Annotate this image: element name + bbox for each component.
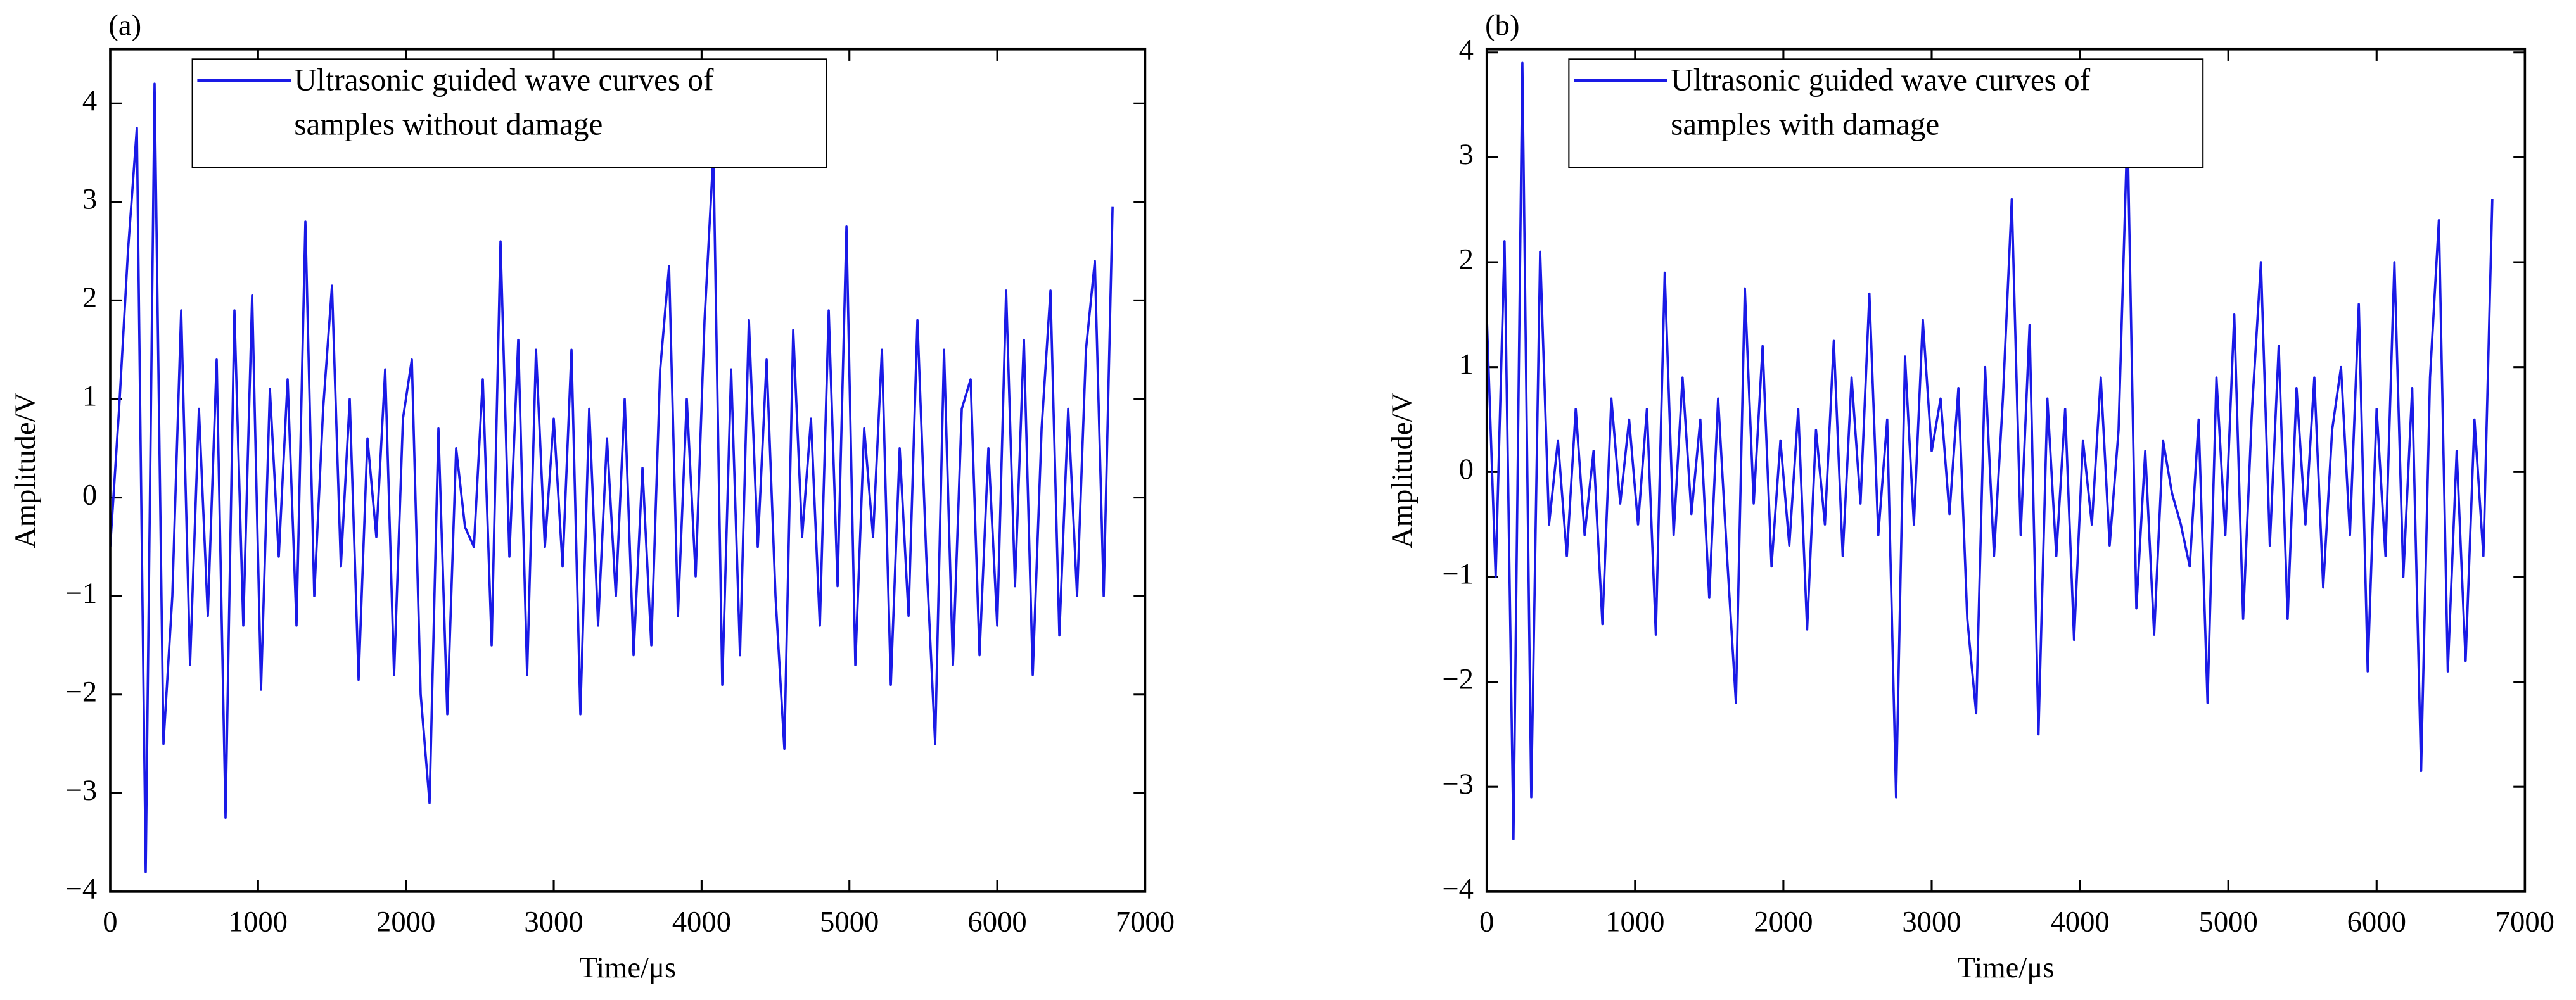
plot-frame <box>109 47 1147 893</box>
legend-label-box: Ultrasonic guided wave curves of samples… <box>1671 64 2091 143</box>
x-tick-label: 0 <box>103 905 117 938</box>
y-tick-label: 4 <box>82 84 97 117</box>
x-tick-label: 7000 <box>2496 905 2554 938</box>
y-tick-label: −4 <box>66 873 98 906</box>
x-tick-label: 4000 <box>672 905 731 938</box>
legend-label-box: Ultrasonic guided wave curves of samples… <box>294 64 714 143</box>
y-tick-label: −3 <box>66 774 98 807</box>
y-tick-label: 2 <box>82 281 97 314</box>
y-tick-label: 0 <box>1459 453 1474 486</box>
legend-label: Ultrasonic guided wave curves of samples… <box>294 64 714 143</box>
x-tick-label: 6000 <box>967 905 1026 938</box>
x-tick-label: 3000 <box>1902 905 1961 938</box>
x-tick-label: 7000 <box>1116 905 1175 938</box>
x-axis-label: Time/μs <box>1958 951 2055 984</box>
x-tick-label: 5000 <box>820 905 879 938</box>
x-axis-label: Time/μs <box>579 951 676 984</box>
x-tick-label: 6000 <box>2347 905 2406 938</box>
chart-title: (b) <box>1485 9 1519 42</box>
x-tick-label: 1000 <box>229 905 288 938</box>
y-tick-label: −4 <box>1442 873 1474 906</box>
x-tick-label: 0 <box>1479 905 1494 938</box>
y-tick-label: −1 <box>1442 558 1474 591</box>
y-tick-label: −3 <box>1442 768 1474 801</box>
y-tick-label: 4 <box>1459 33 1474 66</box>
plot-frame <box>1485 47 2527 893</box>
chart: (b) 0 1000 2000 3000 4000 5000 6000 7000 −4 −3 −2 −1… <box>1386 9 2554 984</box>
y-tick-label: 1 <box>1459 348 1474 381</box>
x-tick-label: 2000 <box>1754 905 1813 938</box>
y-tick-label: −2 <box>66 675 98 708</box>
legend-box <box>1568 58 2204 168</box>
y-tick-label: 3 <box>82 183 97 216</box>
y-axis-label: Amplitude/V <box>9 392 42 548</box>
x-tick-label: 4000 <box>2050 905 2109 938</box>
x-tick-label: 3000 <box>524 905 583 938</box>
y-tick-label: 3 <box>1459 138 1474 171</box>
y-tick-label: 2 <box>1459 243 1474 276</box>
chart-title: (a) <box>108 9 141 42</box>
y-tick-label: −1 <box>66 577 98 610</box>
chart: (a) 0 1000 2000 3000 4000 5000 6000 7000 −4 −3 −2 −1… <box>9 9 1175 984</box>
y-tick-label: 1 <box>82 380 97 413</box>
x-tick-label: 2000 <box>376 905 435 938</box>
legend-label: Ultrasonic guided wave curves of samples… <box>1671 64 2091 143</box>
x-tick-label: 1000 <box>1605 905 1664 938</box>
y-tick-label: 0 <box>82 478 97 511</box>
legend-box <box>191 58 827 168</box>
line-series <box>110 82 1114 873</box>
y-axis-label: Amplitude/V <box>1386 392 1419 548</box>
x-tick-label: 5000 <box>2199 905 2258 938</box>
line-series <box>1486 61 2494 840</box>
y-tick-label: −2 <box>1442 662 1474 695</box>
